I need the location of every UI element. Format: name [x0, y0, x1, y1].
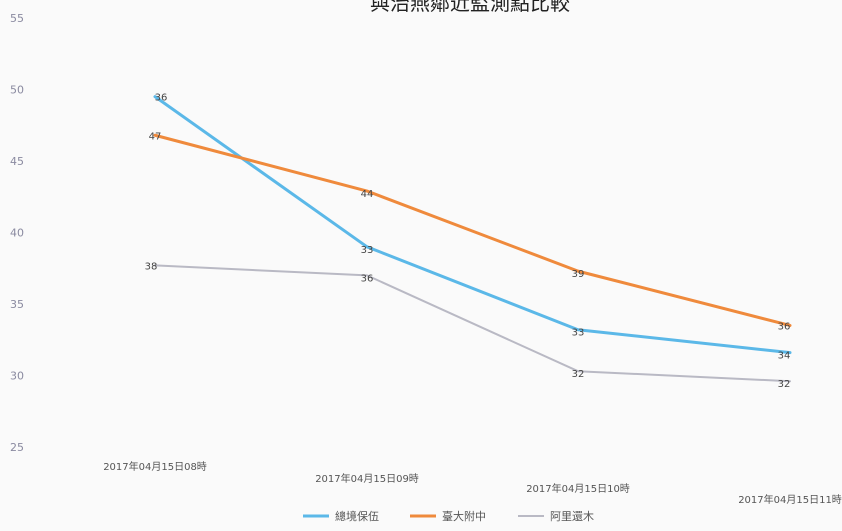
data-label: 36 [361, 273, 374, 284]
legend-label-2: 臺大附中 [442, 509, 486, 523]
series-lines [153, 95, 792, 383]
x-tick-label: 2017年04月15日08時 [103, 460, 207, 473]
data-label: 32 [572, 369, 585, 380]
data-label: 47 [149, 131, 162, 142]
y-tick-label: 40 [10, 227, 24, 240]
data-label: 33 [361, 245, 374, 256]
data-label: 36 [155, 93, 168, 104]
y-tick-label: 50 [10, 84, 24, 97]
legend-label-1: 總境保伍 [335, 509, 379, 523]
data-label: 33 [572, 328, 585, 339]
data-label: 38 [145, 261, 158, 272]
x-tick-label: 2017年04月15日11時 [738, 493, 842, 506]
y-tick-label: 25 [10, 441, 24, 454]
x-tick-label: 2017年04月15日10時 [526, 482, 630, 495]
series-line-3 [154, 264, 791, 383]
legend-label-3: 阿里還木 [550, 510, 594, 523]
x-tick-label: 2017年04月15日09時 [315, 472, 419, 485]
x-axis-ticks: 2017年04月15日08時 2017年04月15日09時 2017年04月15日1… [103, 460, 842, 506]
series-line-1 [153, 95, 792, 355]
data-label: 39 [572, 269, 585, 280]
y-tick-label: 45 [10, 155, 24, 168]
y-tick-label: 55 [10, 12, 24, 25]
y-axis-ticks: 25 30 35 40 45 50 55 [10, 12, 24, 454]
data-labels: 36 33 33 34 47 44 39 36 38 36 32 32 [145, 93, 791, 391]
data-label: 44 [361, 189, 374, 200]
legend: 總境保伍 臺大附中 阿里還木 [303, 509, 594, 523]
y-tick-label: 30 [10, 370, 24, 383]
data-label: 36 [778, 321, 791, 332]
data-label: 32 [778, 379, 791, 390]
data-label: 34 [778, 351, 791, 362]
y-tick-label: 35 [10, 298, 24, 311]
series-line-2 [153, 133, 792, 327]
chart-title: 與治燕鄰近監測點比較 [370, 0, 570, 15]
